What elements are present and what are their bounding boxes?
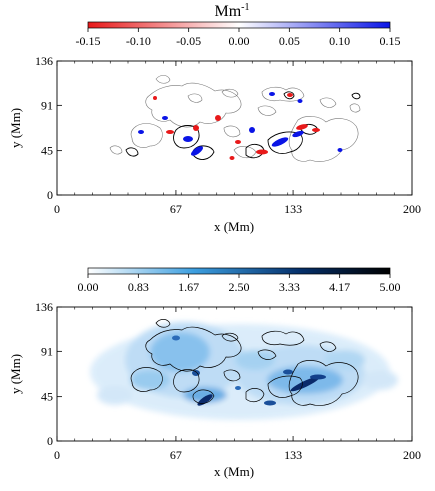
- bottom-panel: 0.00 0.83 1.67 2.50 3.33 4.17 5.00: [8, 267, 421, 479]
- bottom-ytick-label: 45: [41, 390, 53, 404]
- bottom-ytick-label: 136: [35, 300, 53, 314]
- top-axes: 0 67 133 200 0 45 91 136: [35, 54, 421, 216]
- bottom-colorbar-tick-label: 1.67: [178, 280, 199, 294]
- top-xtick-label: 0: [54, 202, 60, 216]
- top-ytick-label: 91: [41, 98, 53, 112]
- bottom-xtick-label: 67: [170, 448, 182, 462]
- top-colorbar-tick-label: -0.10: [126, 34, 151, 48]
- top-xtick-label: 133: [284, 202, 302, 216]
- bottom-colorbar-tick-label: 5.00: [380, 280, 401, 294]
- top-colorbar-tick-label: 0.15: [380, 34, 401, 48]
- top-panel: Mm-1 -0.15 -0.10 -0.05 0.00 0.05 0.10 0.15: [8, 2, 421, 234]
- bottom-colorbar-tick-label: 0.00: [78, 280, 99, 294]
- top-colorbar-tick-label: 0.05: [279, 34, 300, 48]
- bottom-xlabel: x (Mm): [214, 464, 254, 479]
- top-colorbar-label: Mm-1: [214, 2, 249, 20]
- bottom-ytick-label: 91: [41, 344, 53, 358]
- bottom-xtick-label: 200: [403, 448, 421, 462]
- bottom-colorbar: 0.00 0.83 1.67 2.50 3.33 4.17 5.00: [78, 267, 401, 294]
- bottom-field: [90, 322, 398, 420]
- bottom-colorbar-tick-label: 2.50: [229, 280, 250, 294]
- top-ytick-label: 45: [41, 144, 53, 158]
- bottom-axes: 0 67 133 200 0 45 91 136: [35, 300, 421, 462]
- bottom-ytick-label: 0: [47, 434, 53, 448]
- top-colorbar-tick-label: -0.05: [176, 34, 201, 48]
- top-ylabel: y (Mm): [8, 108, 23, 148]
- top-xtick-label: 67: [170, 202, 182, 216]
- bottom-colorbar-tick-label: 3.33: [279, 280, 300, 294]
- top-xlabel: x (Mm): [214, 219, 254, 234]
- bottom-colorbar-gradient: [87, 267, 391, 275]
- bottom-xtick-label: 133: [284, 448, 302, 462]
- bottom-ylabel: y (Mm): [8, 354, 23, 394]
- top-colorbar-tick-label: 0.10: [329, 34, 350, 48]
- top-contours: [109, 75, 361, 162]
- top-xtick-label: 200: [403, 202, 421, 216]
- top-ytick-label: 136: [35, 54, 53, 68]
- bottom-colorbar-tick-label: 4.17: [329, 280, 350, 294]
- top-colorbar-tick-label: -0.15: [76, 34, 101, 48]
- top-plot-frame: [56, 60, 413, 196]
- bottom-contours: [130, 319, 359, 406]
- bottom-colorbar-tick-label: 0.83: [128, 280, 149, 294]
- top-colorbar-gradient: [87, 21, 391, 29]
- top-ytick-label: 0: [47, 188, 53, 202]
- top-colorbar: Mm-1 -0.15 -0.10 -0.05 0.00 0.05 0.10 0.15: [76, 2, 401, 48]
- top-signed-blobs: [138, 92, 343, 160]
- bottom-xtick-label: 0: [54, 448, 60, 462]
- top-colorbar-tick-label: 0.00: [229, 34, 250, 48]
